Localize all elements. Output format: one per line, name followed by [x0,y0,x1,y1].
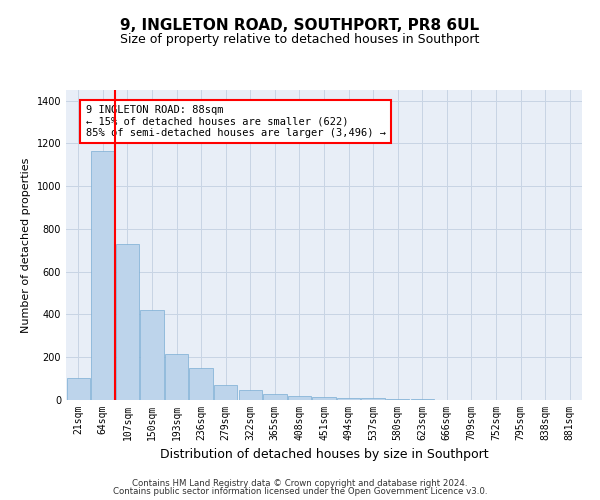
Bar [116,244,139,400]
X-axis label: Distribution of detached houses by size in Southport: Distribution of detached houses by size … [160,448,488,462]
Bar [214,385,238,400]
Bar [288,396,311,400]
Bar [67,378,90,400]
Bar [313,397,335,400]
Bar [165,354,188,400]
Bar [263,394,287,400]
Text: Size of property relative to detached houses in Southport: Size of property relative to detached ho… [121,32,479,46]
Bar [91,151,115,400]
Bar [190,368,213,400]
Bar [239,390,262,400]
Text: 9 INGLETON ROAD: 88sqm
← 15% of detached houses are smaller (622)
85% of semi-de: 9 INGLETON ROAD: 88sqm ← 15% of detached… [86,105,386,138]
Text: Contains public sector information licensed under the Open Government Licence v3: Contains public sector information licen… [113,487,487,496]
Bar [386,399,409,400]
Bar [140,310,164,400]
Text: Contains HM Land Registry data © Crown copyright and database right 2024.: Contains HM Land Registry data © Crown c… [132,478,468,488]
Text: 9, INGLETON ROAD, SOUTHPORT, PR8 6UL: 9, INGLETON ROAD, SOUTHPORT, PR8 6UL [121,18,479,32]
Y-axis label: Number of detached properties: Number of detached properties [21,158,31,332]
Bar [337,398,360,400]
Bar [361,398,385,400]
